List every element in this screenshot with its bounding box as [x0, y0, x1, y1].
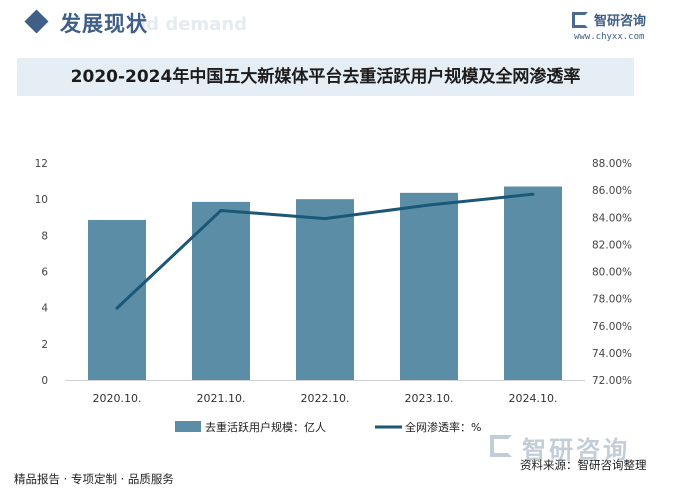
line-point [323, 217, 327, 221]
y-left-tick-label: 12 [35, 158, 48, 170]
ghost-watermark-text: ld demand [140, 14, 248, 35]
y-right-tick-label: 74.00% [592, 348, 632, 360]
y-left-tick-label: 4 [41, 303, 48, 315]
source-logo-icon [490, 435, 512, 457]
brand-logo-icon [572, 12, 588, 28]
y-left-tick-label: 8 [41, 230, 48, 242]
y-right-tick-label: 80.00% [592, 267, 632, 279]
x-tick-label: 2023.10. [405, 392, 454, 405]
chart-title-bar: 2020-2024年中国五大新媒体平台去重活跃用户规模及全网渗透率 [17, 58, 634, 96]
brand-url: www.chyxx.com [574, 32, 645, 42]
y-left-tick-label: 2 [41, 339, 48, 351]
bar [504, 186, 562, 380]
x-tick-label: 2024.10. [509, 392, 558, 405]
legend-label-bars: 去重活跃用户规模：亿人 [205, 420, 326, 434]
x-tick-label: 2021.10. [197, 392, 246, 405]
bar [400, 192, 458, 380]
legend-swatch-bars [175, 421, 201, 432]
y-right-tick-label: 76.00% [592, 321, 632, 333]
source-logo: 智研咨询 [488, 430, 630, 465]
bar [88, 219, 146, 380]
y-right-tick-label: 72.00% [592, 375, 632, 387]
x-tick-label: 2020.10. [93, 392, 142, 405]
x-tick-label: 2022.10. [301, 392, 350, 405]
source-note: 资料来源：智研咨询整理 [520, 458, 647, 472]
line-point [115, 306, 119, 310]
y-right-tick-label: 78.00% [592, 294, 632, 306]
line-point [219, 208, 223, 212]
y-left-tick-label: 6 [41, 267, 48, 279]
header: ld demand 发展现状 智研咨询 www.chyxx.com [0, 0, 678, 50]
y-right-tick-label: 84.00% [592, 212, 632, 224]
chart-title: 2020-2024年中国五大新媒体平台去重活跃用户规模及全网渗透率 [70, 67, 581, 87]
section-title: 发展现状 [60, 12, 148, 36]
y-right-tick-label: 86.00% [592, 185, 632, 197]
source-logo-text: 智研咨询 [522, 436, 631, 464]
bar [192, 201, 250, 380]
brand-name: 智研咨询 [594, 14, 647, 29]
line-point [427, 203, 431, 207]
line-point [531, 192, 535, 196]
footer-tags: 精品报告 · 专项定制 · 品质服务 [14, 472, 174, 486]
y-right-tick-label: 88.00% [592, 158, 632, 170]
legend-label-line: 全网渗透率：% [405, 420, 481, 434]
y-left-tick-label: 10 [35, 194, 48, 206]
bar [296, 199, 354, 380]
y-left-tick-label: 0 [41, 375, 48, 387]
y-right-tick-label: 82.00% [592, 239, 632, 251]
